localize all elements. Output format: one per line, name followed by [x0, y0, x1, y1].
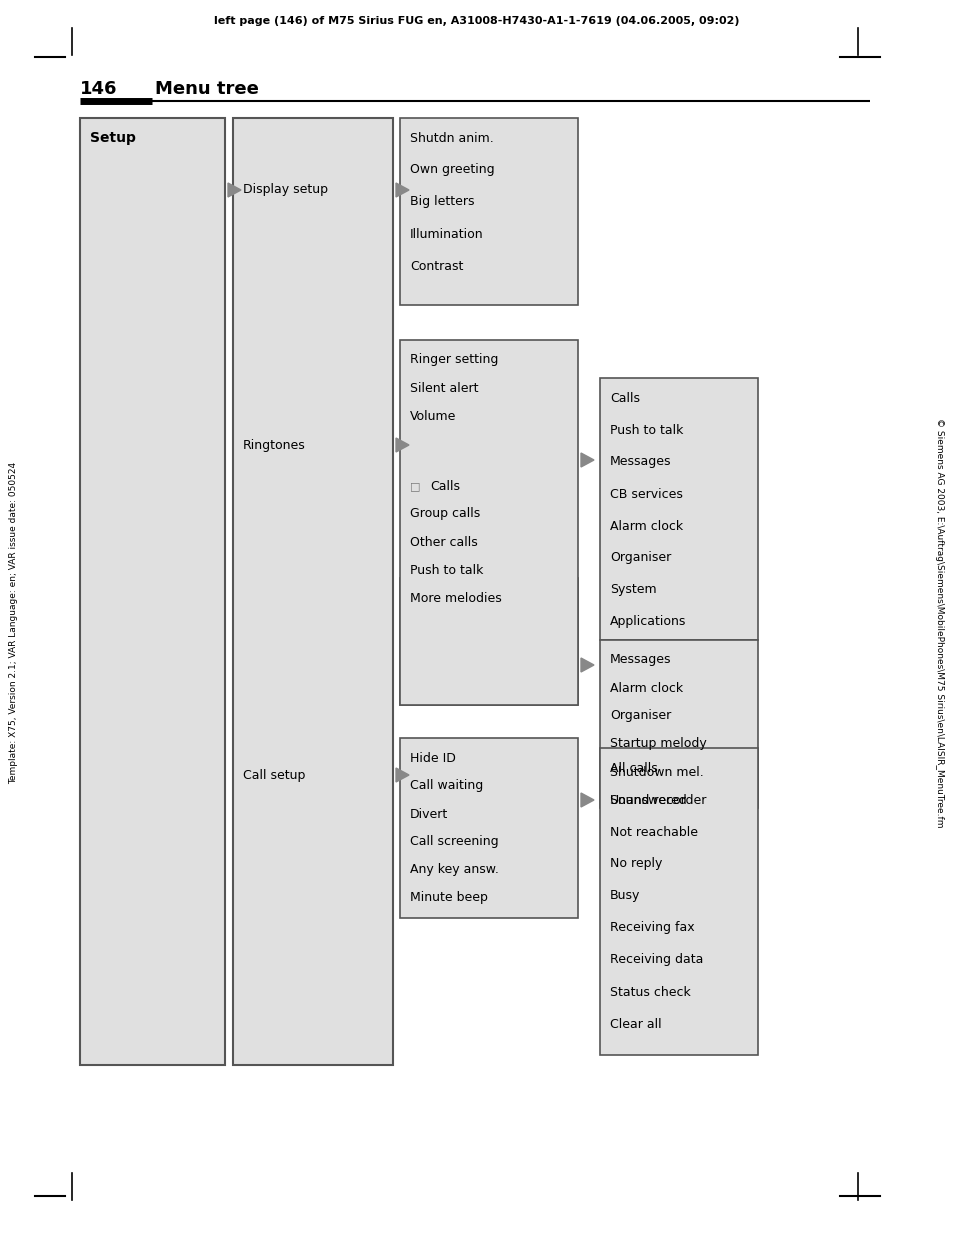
Text: Shutdn anim.: Shutdn anim.: [410, 132, 494, 145]
Text: Call waiting: Call waiting: [410, 780, 483, 792]
Polygon shape: [228, 183, 241, 197]
Bar: [599, 748, 758, 1055]
Text: Organiser: Organiser: [609, 709, 671, 723]
Text: Receiving data: Receiving data: [609, 953, 702, 967]
Text: Minute beep: Minute beep: [410, 891, 487, 905]
Text: 146: 146: [80, 80, 117, 98]
Text: Ringer setting: Ringer setting: [410, 354, 497, 366]
Polygon shape: [395, 183, 409, 197]
Text: Contrast: Contrast: [410, 259, 463, 273]
Text: left page (146) of M75 Sirius FUG en, A31008-H7430-A1-1-7619 (04.06.2005, 09:02): left page (146) of M75 Sirius FUG en, A3…: [214, 16, 739, 26]
Polygon shape: [395, 768, 409, 782]
Text: Push to talk: Push to talk: [410, 563, 483, 577]
Bar: [399, 738, 578, 918]
Text: □: □: [410, 481, 420, 491]
Text: Call setup: Call setup: [243, 769, 305, 781]
Text: Not reachable: Not reachable: [609, 826, 698, 839]
Polygon shape: [395, 439, 409, 452]
Text: More melodies: More melodies: [410, 592, 501, 604]
Bar: [399, 340, 578, 705]
Text: All calls: All calls: [609, 761, 657, 775]
Polygon shape: [580, 658, 594, 672]
Text: Busy: Busy: [609, 890, 639, 902]
Text: © Siemens AG 2003, E:\Auftrag\Siemens\MobilePhones\M75 Sirius\en\LAISIR_MenuTree: © Siemens AG 2003, E:\Auftrag\Siemens\Mo…: [935, 419, 943, 827]
Text: Ringtones: Ringtones: [243, 439, 305, 451]
Bar: [599, 640, 758, 807]
Text: Divert: Divert: [410, 807, 448, 821]
Text: Push to talk: Push to talk: [609, 424, 682, 436]
Text: CB services: CB services: [609, 487, 682, 501]
Text: Silent alert: Silent alert: [410, 381, 478, 395]
Text: Sound recorder: Sound recorder: [609, 794, 705, 806]
Text: Call screening: Call screening: [410, 836, 498, 849]
Bar: [80, 118, 225, 1065]
Text: Calls: Calls: [609, 391, 639, 405]
Bar: [399, 578, 578, 705]
Text: No reply: No reply: [609, 857, 661, 871]
Text: Applications: Applications: [609, 616, 685, 628]
Text: Any key answ.: Any key answ.: [410, 863, 498, 876]
Text: Alarm clock: Alarm clock: [609, 682, 682, 694]
Polygon shape: [580, 792, 594, 807]
Text: System: System: [609, 583, 656, 597]
Text: Other calls: Other calls: [410, 536, 477, 548]
Text: Big letters: Big letters: [410, 196, 474, 208]
Text: Shutdown mel.: Shutdown mel.: [609, 765, 703, 779]
Text: Clear all: Clear all: [609, 1018, 661, 1030]
Text: Group calls: Group calls: [410, 507, 479, 521]
Text: Illumination: Illumination: [410, 228, 483, 240]
Text: Startup melody: Startup melody: [609, 738, 706, 750]
Bar: [599, 378, 758, 640]
Text: Organiser: Organiser: [609, 552, 671, 564]
Text: Hide ID: Hide ID: [410, 751, 456, 765]
Text: Calls: Calls: [430, 480, 459, 492]
Text: Alarm clock: Alarm clock: [609, 520, 682, 532]
Text: Receiving fax: Receiving fax: [609, 922, 694, 934]
Bar: [233, 118, 393, 1065]
Text: Status check: Status check: [609, 986, 690, 998]
Bar: [399, 118, 578, 305]
Text: Display setup: Display setup: [243, 183, 328, 197]
Polygon shape: [580, 454, 594, 467]
Text: Template: X75, Version 2.1; VAR Language: en; VAR issue date: 050524: Template: X75, Version 2.1; VAR Language…: [10, 462, 18, 784]
Text: Messages: Messages: [609, 456, 671, 468]
Text: Own greeting: Own greeting: [410, 163, 494, 177]
Text: Messages: Messages: [609, 653, 671, 667]
Text: Setup: Setup: [90, 131, 135, 145]
Text: Menu tree: Menu tree: [154, 80, 258, 98]
Text: Unanswered: Unanswered: [609, 794, 687, 806]
Text: Volume: Volume: [410, 410, 456, 422]
